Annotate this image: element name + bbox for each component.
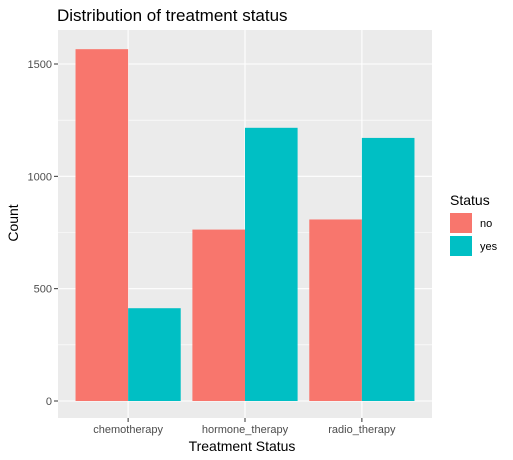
y-tick-label: 500 <box>34 284 52 296</box>
bar-chemotherapy-no <box>75 49 129 402</box>
legend-key-yes <box>450 236 472 256</box>
bar-radio_therapy-yes <box>361 137 415 401</box>
legend-label-no: no <box>480 218 492 230</box>
bar-radio_therapy-no <box>309 219 362 401</box>
legend-label-yes: yes <box>480 241 498 253</box>
x-axis-title: Treatment Status <box>189 438 296 454</box>
chart-title: Distribution of treatment status <box>57 6 288 25</box>
bar-hormone_therapy-yes <box>245 127 298 402</box>
x-axis: chemotherapy hormone_therapy radio_therapy <box>93 418 396 436</box>
y-tick-label: 1000 <box>28 171 52 183</box>
y-tick-label: 1500 <box>28 59 52 71</box>
legend-title: Status <box>450 192 490 208</box>
legend-key-no <box>450 213 472 233</box>
x-tick-label: chemotherapy <box>93 424 163 436</box>
bars <box>75 49 415 402</box>
x-tick-label: radio_therapy <box>328 424 396 436</box>
bar-hormone_therapy-no <box>192 229 245 401</box>
y-tick-label: 0 <box>46 396 52 408</box>
legend: Status no yes <box>450 192 498 256</box>
y-axis: 0 500 1000 1500 <box>28 59 58 408</box>
bar-chemotherapy-yes <box>128 308 181 401</box>
x-tick-label: hormone_therapy <box>202 424 289 436</box>
y-axis-title: Count <box>5 204 21 241</box>
